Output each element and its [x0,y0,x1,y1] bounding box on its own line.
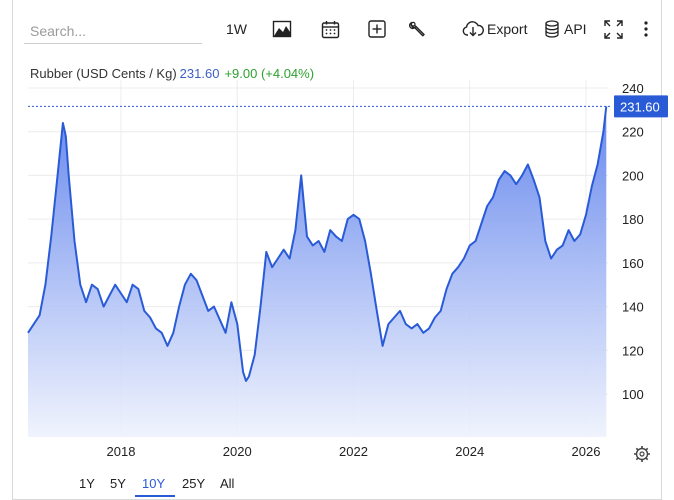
interval-label: 1W [226,21,247,37]
cloud-download-icon [462,21,484,37]
export-label: Export [487,21,528,37]
fullscreen-icon [604,19,623,39]
last-price-tag: 231.60 [614,95,668,118]
calendar-button[interactable] [321,17,340,41]
mountain-chart-icon [272,20,292,38]
fullscreen-button[interactable] [604,17,623,41]
legend-last-value: 231.60 [179,66,220,81]
chart-settings-button[interactable] [634,446,650,462]
y-tick-label: 160 [622,256,644,271]
legend-change: +9.00 (+4.04%) [224,66,315,81]
price-line [27,106,608,382]
x-axis: 2018 2020 2022 2024 2026 [107,444,601,459]
range-button-1y[interactable]: 1Y [79,476,95,491]
calendar-icon [321,20,340,38]
search-input[interactable] [24,18,202,44]
interval-button[interactable]: 1W [226,17,247,41]
active-range-underline [135,495,175,497]
y-tick-label: 240 [622,81,644,96]
more-menu-button[interactable] [643,17,649,41]
range-button-all[interactable]: All [220,476,235,491]
x-tick-label: 2020 [223,444,252,459]
y-tick-label: 180 [622,212,644,227]
plus-box-icon [368,20,386,38]
y-tick-label: 120 [622,343,644,358]
last-price-label: 231.60 [620,99,660,114]
gear-icon [635,447,649,461]
area-fill [28,106,607,438]
legend-series-name: Rubber (USD Cents / Kg) [30,66,177,81]
range-button-10y[interactable]: 10Y [142,476,166,491]
x-tick-label: 2022 [339,444,368,459]
x-tick-label: 2024 [455,444,484,459]
toolbar: 1W Export API [0,0,674,62]
vertical-dots-icon [644,21,648,37]
wrench-icon [409,21,425,37]
api-label: API [564,21,587,37]
settings-tool-button[interactable] [409,17,427,41]
price-chart[interactable]: 100 120 140 160 180 200 220 240 2018 2020 2022 202… [0,0,674,470]
database-icon [545,20,559,38]
y-tick-label: 100 [622,387,644,402]
compare-button[interactable] [368,17,386,41]
y-tick-label: 220 [622,125,644,140]
x-tick-label: 2026 [572,444,601,459]
y-tick-label: 200 [622,168,644,183]
y-axis: 100 120 140 160 180 200 220 240 [622,81,644,402]
export-button[interactable]: Export [462,17,527,41]
range-button-5y[interactable]: 5Y [110,476,126,491]
range-button-25y[interactable]: 25Y [182,476,206,491]
chart-type-button[interactable] [272,17,292,41]
api-button[interactable]: API [544,17,587,41]
y-tick-label: 140 [622,300,644,315]
x-tick-label: 2018 [107,444,136,459]
chart-legend: Rubber (USD Cents / Kg) 231.60 +9.00 (+4.0… [30,66,314,81]
